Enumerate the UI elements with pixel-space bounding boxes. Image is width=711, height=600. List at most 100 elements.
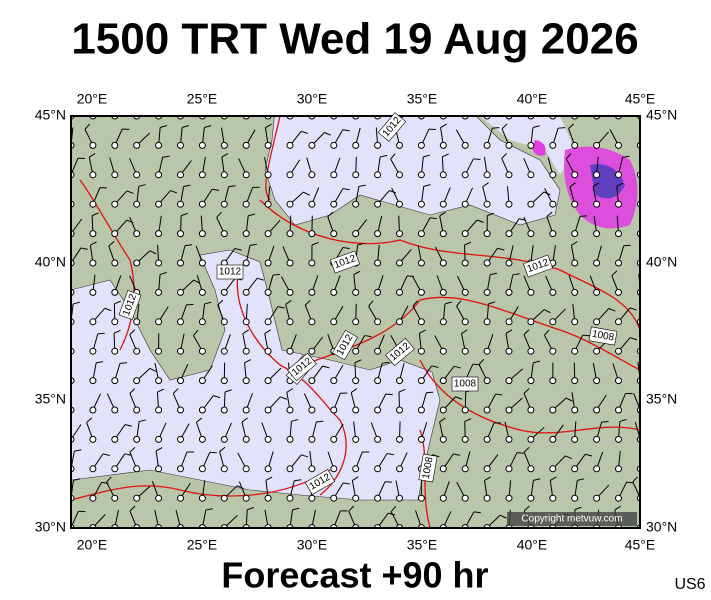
barb-flag xyxy=(129,329,136,335)
title: 1500 TRT Wed 19 Aug 2026 xyxy=(71,15,638,64)
station xyxy=(439,230,447,238)
station xyxy=(220,435,228,443)
station xyxy=(133,435,141,443)
station xyxy=(593,171,601,179)
station xyxy=(220,288,228,296)
lon-label: 20°E xyxy=(77,91,108,107)
station xyxy=(615,318,622,326)
barb-flag xyxy=(492,127,500,129)
station xyxy=(198,200,206,208)
barb-flag xyxy=(277,306,285,309)
barb-flag xyxy=(398,388,406,393)
station xyxy=(374,171,382,179)
barb-flag xyxy=(577,478,585,481)
barb-flag xyxy=(623,244,631,247)
station xyxy=(89,494,97,502)
station xyxy=(111,465,119,473)
station xyxy=(593,200,601,208)
barb-flag xyxy=(301,454,309,458)
station xyxy=(155,494,163,502)
barb-flag xyxy=(348,505,355,512)
isobar-label-text: 1008 xyxy=(421,456,436,480)
barb-staff xyxy=(639,145,640,146)
lat-label: 40°N xyxy=(646,254,677,270)
lon-label: 30°E xyxy=(297,91,328,107)
station xyxy=(527,288,535,296)
barb-flag xyxy=(119,362,127,364)
barb-flag xyxy=(382,361,390,364)
barb-staff xyxy=(399,116,401,117)
barb-flag xyxy=(501,153,508,159)
station xyxy=(505,259,513,267)
station xyxy=(286,288,294,296)
station xyxy=(527,171,535,179)
station xyxy=(286,171,294,179)
station xyxy=(286,318,294,326)
barb-flag xyxy=(505,329,513,334)
station xyxy=(352,465,360,473)
barb-flag xyxy=(487,212,495,217)
station xyxy=(308,406,316,414)
barb-flag xyxy=(582,334,590,337)
station xyxy=(549,141,557,149)
barb-flag xyxy=(568,123,575,129)
station xyxy=(396,141,403,149)
isobar-label: 1012 xyxy=(330,250,360,274)
station xyxy=(308,288,316,296)
station xyxy=(89,318,97,326)
station xyxy=(155,171,163,179)
station xyxy=(593,288,601,296)
barb-flag xyxy=(285,299,292,305)
station xyxy=(155,141,163,149)
station xyxy=(330,406,338,414)
station xyxy=(242,318,250,326)
station xyxy=(615,288,622,296)
barb-staff xyxy=(268,116,269,117)
station xyxy=(593,259,601,267)
station xyxy=(593,406,601,414)
barb-flag xyxy=(456,300,462,307)
isobar-label-box xyxy=(418,453,438,483)
barb-flag xyxy=(73,478,81,481)
station xyxy=(264,141,272,149)
station xyxy=(352,377,360,385)
barb-flag xyxy=(533,478,541,481)
station xyxy=(111,171,119,179)
station xyxy=(505,141,513,149)
barb-flag xyxy=(328,94,333,99)
barb-flag xyxy=(342,129,350,132)
station xyxy=(417,435,425,443)
station xyxy=(483,230,491,238)
barb-staff xyxy=(639,203,640,205)
station xyxy=(374,406,382,414)
lat-label: 45°N xyxy=(646,107,677,123)
sea-corner xyxy=(480,116,575,175)
station xyxy=(483,141,491,149)
barb-flag xyxy=(461,329,468,335)
station xyxy=(352,141,360,149)
station xyxy=(111,141,119,149)
station xyxy=(177,230,184,238)
barb-flag xyxy=(533,360,541,364)
barb-flag xyxy=(159,271,167,275)
station xyxy=(549,435,557,443)
station xyxy=(483,318,491,326)
station xyxy=(593,347,601,355)
barb-flag xyxy=(368,300,374,307)
station xyxy=(308,494,316,502)
barb-staff xyxy=(443,116,444,117)
isobar-label-box xyxy=(451,376,479,392)
station xyxy=(264,171,272,179)
barb-flag xyxy=(157,388,164,393)
station xyxy=(330,377,338,385)
station xyxy=(417,406,425,414)
station xyxy=(615,230,622,238)
barb-flag xyxy=(431,365,439,368)
station xyxy=(352,435,360,443)
barb-flag xyxy=(193,329,199,336)
station xyxy=(264,377,272,385)
station xyxy=(352,200,360,208)
station xyxy=(396,171,403,179)
station xyxy=(374,200,382,208)
barb-flag xyxy=(181,125,189,128)
